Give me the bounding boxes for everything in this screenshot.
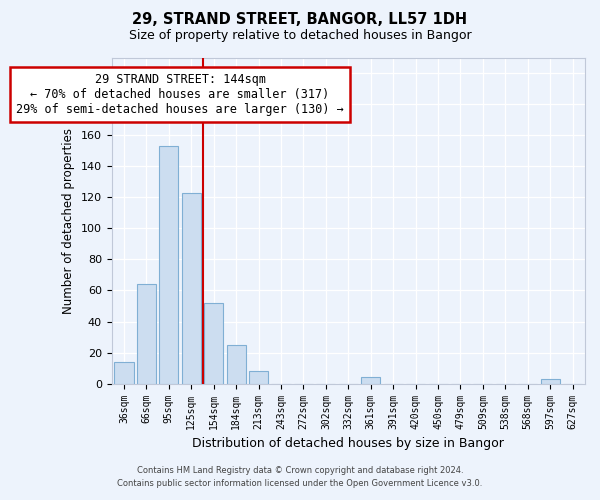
Bar (361, 378, 380, 384)
Bar (160, 146, 178, 384)
Bar (137, 284, 156, 384)
Bar (541, 379, 560, 384)
Y-axis label: Number of detached properties: Number of detached properties (62, 128, 75, 314)
Bar (115, 362, 134, 384)
Text: 29, STRAND STREET, BANGOR, LL57 1DH: 29, STRAND STREET, BANGOR, LL57 1DH (133, 12, 467, 28)
Bar (227, 345, 245, 384)
Bar (182, 192, 201, 384)
Bar (249, 372, 268, 384)
Bar (204, 303, 223, 384)
Text: 29 STRAND STREET: 144sqm
← 70% of detached houses are smaller (317)
29% of semi-: 29 STRAND STREET: 144sqm ← 70% of detach… (16, 73, 344, 116)
Text: Contains HM Land Registry data © Crown copyright and database right 2024.
Contai: Contains HM Land Registry data © Crown c… (118, 466, 482, 487)
Text: Size of property relative to detached houses in Bangor: Size of property relative to detached ho… (128, 29, 472, 42)
X-axis label: Distribution of detached houses by size in Bangor: Distribution of detached houses by size … (193, 437, 504, 450)
